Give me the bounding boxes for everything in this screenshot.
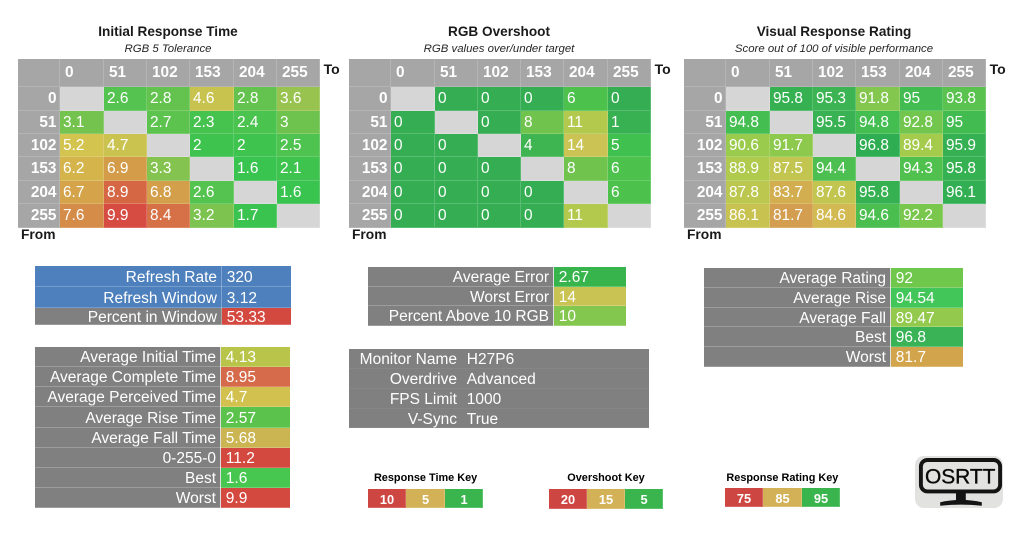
svg-text:OSRTT: OSRTT <box>924 465 995 488</box>
